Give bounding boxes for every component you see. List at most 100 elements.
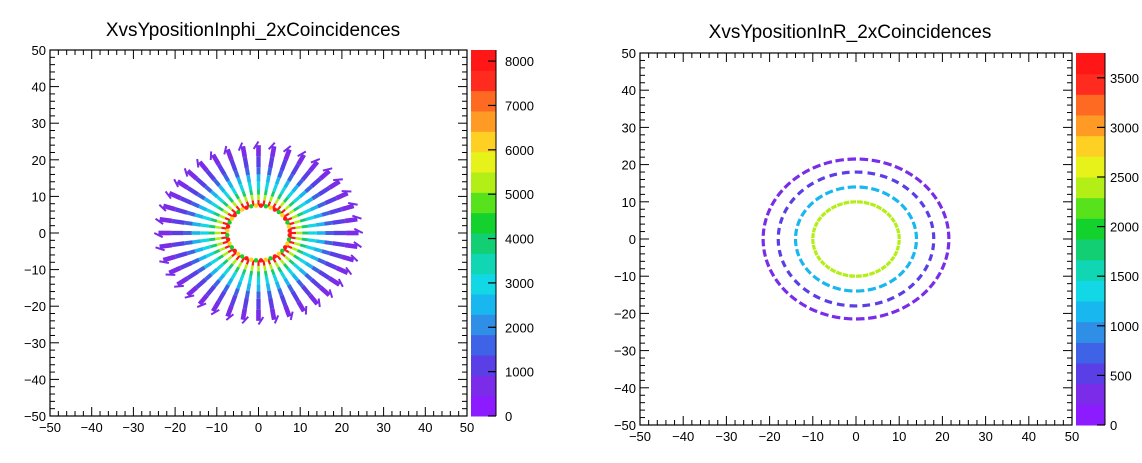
spoke-segment — [243, 196, 249, 203]
spoke-segment — [216, 290, 227, 303]
ring-segment — [816, 255, 822, 262]
ring-segment — [836, 302, 845, 307]
ring-segment — [842, 272, 849, 278]
spoke-segment — [277, 193, 283, 200]
spoke-segment — [288, 209, 295, 215]
spoke-segment — [288, 200, 295, 207]
ring-segment — [911, 296, 921, 304]
ring-segment — [830, 204, 838, 210]
color-scale-label: 0 — [505, 409, 512, 424]
y-tick-label: 40 — [622, 83, 636, 98]
spoke-segment — [305, 245, 315, 251]
x-tick-label: 50 — [460, 420, 474, 435]
spoke-segment — [190, 201, 200, 209]
y-tick-label: 0 — [39, 226, 46, 241]
color-scale-band — [471, 334, 496, 356]
spoke-segment — [159, 242, 173, 250]
ring-segment — [895, 245, 901, 252]
ring-segment — [879, 173, 888, 180]
spoke-tip — [183, 167, 189, 177]
spoke-segment — [241, 190, 247, 197]
spoke-segment — [283, 263, 290, 270]
spoke-segment — [293, 241, 301, 247]
inner-rim-point — [229, 216, 235, 221]
ring-segment — [824, 298, 833, 305]
spoke-segment — [292, 195, 301, 204]
spoke-segment — [230, 186, 238, 195]
spoke-segment — [266, 290, 273, 299]
spoke-segment — [324, 196, 338, 206]
ring-segment — [897, 289, 906, 297]
color-scale-band — [471, 314, 496, 336]
spoke-segment — [289, 236, 296, 240]
ring-segment — [888, 276, 898, 284]
spoke-tip — [173, 178, 180, 188]
axes: −50 −40 −30 −20 −10 0 10 20 30 40 50 −50 −40 −30 −20 −1… — [24, 43, 474, 435]
spoke-segment — [332, 241, 346, 248]
ring-segment — [897, 239, 901, 246]
spoke-segment — [279, 186, 287, 195]
spoke-segment — [216, 241, 224, 247]
spoke-segment — [283, 277, 291, 287]
ring-segment — [813, 249, 819, 256]
color-scale-label: 3500 — [1110, 71, 1139, 86]
x-tick-label: 40 — [1022, 429, 1036, 444]
ring-segment — [762, 217, 768, 226]
panel-phi: XvsYpositionInphi_2xCoincidences −50 −40 −3… — [24, 20, 534, 435]
ring-segment — [811, 244, 817, 251]
ring-segment — [843, 316, 853, 321]
spoke-segment — [328, 276, 341, 287]
x-tick-label: −30 — [715, 429, 737, 444]
ring-segment — [928, 253, 934, 262]
y-tick-label: −40 — [24, 372, 46, 387]
ring-segment — [910, 251, 917, 260]
ring-segment — [923, 264, 930, 272]
x-tick-label: −10 — [802, 429, 824, 444]
spoke-segment — [197, 160, 209, 173]
ring-segment — [928, 280, 936, 289]
spoke-segment — [222, 200, 229, 207]
spoke-segment — [266, 167, 273, 176]
spoke-segment — [284, 255, 291, 262]
spoke-tip — [153, 232, 164, 239]
spoke-segment — [304, 184, 313, 194]
ring-segment — [821, 280, 831, 288]
spoke-segment — [313, 247, 323, 253]
y-tick-label: 10 — [622, 195, 636, 210]
ring-segment — [945, 220, 950, 229]
spoke-tip — [273, 314, 280, 324]
spoke-segment — [279, 294, 288, 307]
spoke-segment — [211, 300, 221, 313]
spoke-segment — [237, 198, 243, 205]
x-tick-label: −40 — [672, 429, 694, 444]
color-scale-band — [1076, 135, 1105, 157]
spoke-tip — [241, 316, 249, 325]
spoke-segment — [277, 169, 284, 178]
ring-segment — [931, 243, 936, 251]
color-scale: 0 500 1000 1500 2000 2500 3000 3500 — [1076, 53, 1139, 433]
ring-segment — [788, 196, 796, 205]
ring-segment — [878, 282, 888, 289]
inner-rim-point — [287, 228, 292, 234]
spoke-segment — [279, 271, 287, 280]
spoke-segment — [279, 258, 286, 265]
ring-segment — [781, 286, 789, 295]
spoke-segment — [321, 249, 331, 256]
spoke-segment — [287, 284, 295, 293]
color-scale-band — [471, 192, 496, 214]
color-scale-band — [471, 50, 496, 71]
spoke-segment — [231, 201, 238, 208]
spoke-segment — [186, 285, 199, 297]
color-scale-band — [1076, 73, 1105, 95]
ring-segment — [783, 181, 792, 189]
color-scale-band — [1076, 342, 1105, 364]
spoke-segment — [324, 240, 333, 246]
color-scale-band — [1076, 53, 1105, 75]
spoke-segment — [296, 153, 306, 166]
spoke-tip — [225, 313, 235, 321]
spoke-segment — [265, 174, 271, 183]
spoke-segment — [265, 283, 271, 292]
ring-segment — [874, 300, 883, 306]
spoke-segment — [276, 254, 282, 261]
ring-segment — [901, 302, 911, 310]
